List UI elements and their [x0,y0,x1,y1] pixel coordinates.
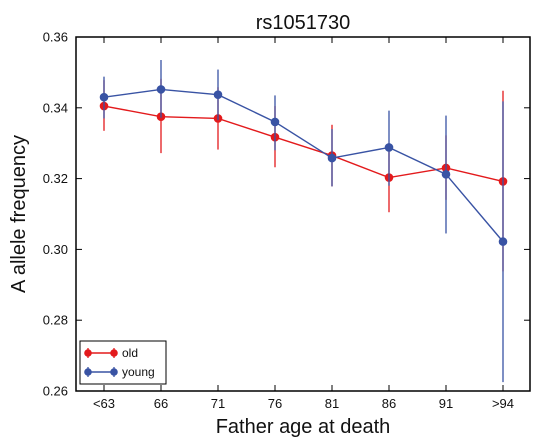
y-tick-label: 0.36 [43,30,68,45]
y-tick-label: 0.34 [43,100,68,115]
legend: old young [79,340,167,385]
point-young [99,92,109,102]
point-young [327,153,337,163]
legend-label-old: old [122,346,138,360]
y-tick-label: 0.26 [43,384,68,399]
y-tick-label: 0.28 [43,313,68,328]
point-young [213,90,223,100]
legend-marker-old [84,349,92,357]
y-tick-label: 0.32 [43,171,68,186]
x-tick-label: <63 [93,396,115,411]
legend-marker-young [84,368,92,376]
point-young [156,85,166,94]
x-tick-label: 71 [211,396,225,411]
y-axis-title: A allele frequency [8,135,30,293]
point-young [498,237,508,246]
x-axis-title: Father age at death [216,416,391,438]
legend-marker-old [110,349,118,357]
series-line-young [103,88,504,243]
x-tick-label: >94 [492,396,514,411]
plot-frame [75,36,531,392]
series-young [99,60,508,383]
x-tick-label: 66 [154,396,168,411]
point-young [384,143,394,152]
y-tick-label: 0.30 [43,242,68,257]
point-young [270,117,280,127]
point-young [441,170,451,179]
legend-marker-young [110,368,118,376]
x-tick-label: 81 [325,396,339,411]
x-tick-label: 91 [439,396,453,411]
x-tick-label: 86 [382,396,396,411]
legend-box [79,340,167,385]
x-tick-label: 76 [268,396,282,411]
plot-area: 0.26 0.28 0.30 0.32 0.34 0.36 <63 66 71 76 81 86 91 >… [43,30,531,411]
chart-title: rs1051730 [256,12,351,34]
legend-label-young: young [122,365,155,379]
